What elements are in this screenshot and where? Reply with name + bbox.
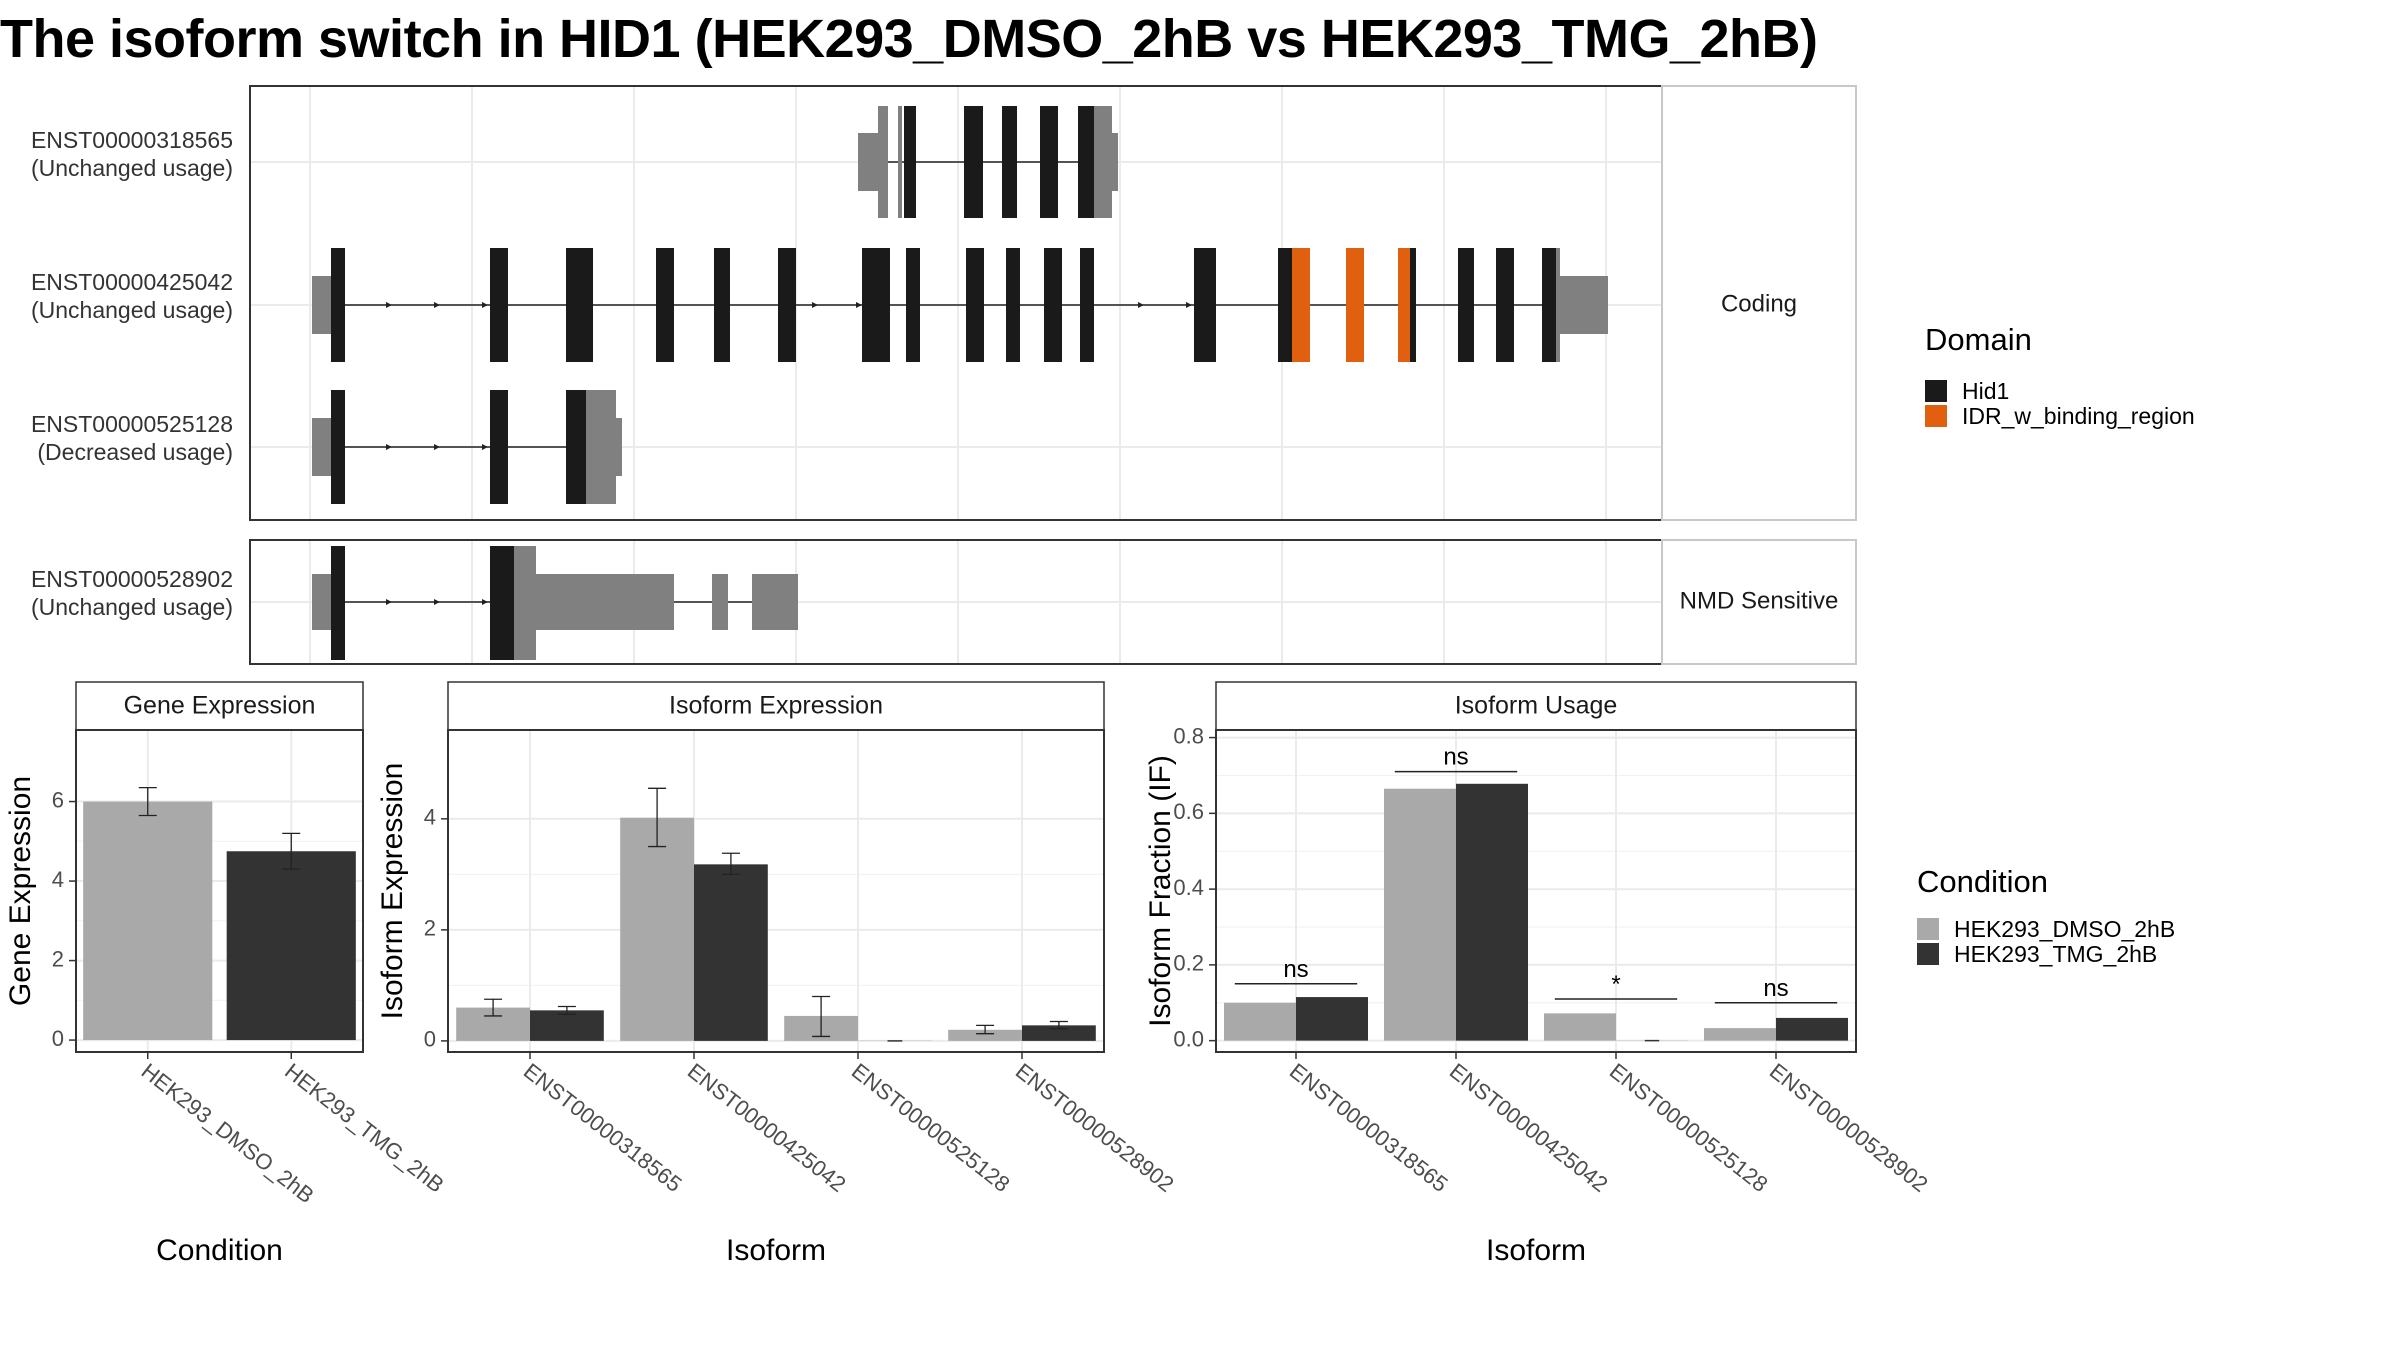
legend-swatch-hid1 [1925, 380, 1947, 402]
bar-2-0-0 [1224, 1002, 1296, 1041]
isoform-label-2: ENST00000425042 [31, 269, 233, 295]
xtick-label-1-1: ENST00000425042 [683, 1058, 851, 1197]
panel-title-1: Isoform Expression [669, 692, 883, 720]
bar-2-0-2 [1544, 1013, 1616, 1041]
bar-1-1-0 [530, 1010, 604, 1041]
ytick-label-2-3: 0.6 [1173, 799, 1204, 824]
isoform-label-1: ENST00000318565 [31, 127, 233, 153]
bar-2-1-1 [1456, 783, 1528, 1041]
structure-panel: Coding NMD Sensitive ENST00000318565 (Un… [31, 85, 1857, 665]
xtick-label-2-2: ENST00000525128 [1605, 1058, 1773, 1197]
legend-swatch-idr [1925, 405, 1947, 427]
facet-label-coding: Coding [1721, 290, 1797, 317]
x-axis-title-2: Isoform [1486, 1234, 1586, 1267]
sig-label-2: * [1611, 971, 1620, 998]
isoform-usage-4: (Unchanged usage) [31, 594, 233, 620]
transcript-enst00000525128 [312, 390, 622, 504]
bar-1-0-1 [620, 817, 694, 1041]
bar-2-1-0 [1296, 997, 1368, 1041]
facet-label-nmd: NMD Sensitive [1680, 587, 1839, 614]
legend-label-idr: IDR_w_binding_region [1962, 403, 2195, 429]
panel-title-0: Gene Expression [124, 692, 316, 720]
domain-legend-title: Domain [1925, 322, 2032, 357]
ytick-label-0-0: 0 [52, 1026, 64, 1051]
sig-label-1: ns [1443, 744, 1468, 771]
ytick-label-1-2: 4 [424, 805, 436, 830]
ytick-label-2-4: 0.8 [1173, 723, 1204, 748]
xtick-label-1-0: ENST00000318565 [519, 1058, 687, 1197]
strip-0 [75, 681, 364, 731]
xtick-label-2-0: ENST00000318565 [1285, 1058, 1453, 1197]
isoform-usage-2: (Unchanged usage) [31, 297, 233, 323]
transcript-enst00000318565 [858, 106, 1118, 218]
domain-legend: Domain Hid1 IDR_w_binding_region [1925, 322, 2195, 429]
xtick-label-2-1: ENST00000425042 [1445, 1058, 1613, 1197]
xtick-label-1-2: ENST00000525128 [847, 1058, 1015, 1197]
sig-label-0: ns [1283, 956, 1308, 983]
page-title: The isoform switch in HID1 (HEK293_DMSO_… [0, 9, 1818, 69]
panel-border-2 [1215, 729, 1857, 1053]
strip-2 [1215, 681, 1857, 731]
bar-1-0-3 [948, 1029, 1022, 1041]
ytick-label-2-1: 0.2 [1173, 951, 1204, 976]
legend-swatch-tmg [1917, 943, 1939, 965]
isoform-label-4: ENST00000528902 [31, 566, 233, 592]
coding-panel-border [249, 85, 1663, 521]
legend-swatch-dmso [1917, 918, 1939, 940]
x-axis-title-1: Isoform [726, 1234, 826, 1267]
y-axis-title-0: Gene Expression [4, 776, 37, 1006]
transcript-enst00000425042 [312, 248, 1608, 362]
condition-legend-title: Condition [1917, 864, 2048, 899]
ytick-label-1-0: 0 [424, 1027, 436, 1052]
panel-title-2: Isoform Usage [1455, 692, 1618, 720]
bar-1-1-3 [1022, 1025, 1096, 1041]
y-axis-title-2: Isoform Fraction (IF) [1144, 755, 1177, 1027]
ytick-label-2-0: 0.0 [1173, 1026, 1204, 1051]
ytick-label-2-2: 0.4 [1173, 875, 1204, 900]
bar-1-1-1 [694, 864, 768, 1041]
ytick-label-1-1: 2 [424, 916, 436, 941]
condition-legend: Condition HEK293_DMSO_2hB HEK293_TMG_2hB [1917, 864, 2175, 967]
isoform-expression-panel: Isoform Expression024ENST00000318565ENST… [376, 681, 1179, 1267]
isoform-usage-panel: Isoform Usage ns ns * ns 0.0 0.2 0.4 0.6 0.8 ENST0… [1144, 681, 1933, 1267]
bar-2-1-3 [1776, 1017, 1848, 1041]
legend-label-dmso: HEK293_DMSO_2hB [1954, 916, 2175, 942]
isoform-usage-1: (Unchanged usage) [31, 155, 233, 181]
ytick-label-0-2: 4 [52, 867, 64, 892]
transcript-enst00000528902 [312, 546, 798, 660]
structure-grid [250, 86, 1662, 664]
y-axis-title-1: Isoform Expression [376, 763, 409, 1020]
xtick-label-1-3: ENST00000528902 [1011, 1058, 1179, 1197]
xtick-label-0-1: HEK293_TMG_2hB [280, 1058, 449, 1197]
panel-border-0 [75, 729, 364, 1053]
ytick-label-0-1: 2 [52, 946, 64, 971]
isoform-label-3: ENST00000525128 [31, 411, 233, 437]
isoform-usage-3: (Decreased usage) [37, 439, 233, 465]
bar-0-0-0 [83, 801, 213, 1041]
bar-2-0-3 [1704, 1028, 1776, 1041]
legend-label-tmg: HEK293_TMG_2hB [1954, 941, 2157, 967]
xtick-label-2-3: ENST00000528902 [1765, 1058, 1933, 1197]
sig-label-3: ns [1763, 975, 1788, 1002]
x-axis-title-0: Condition [156, 1234, 283, 1267]
legend-label-hid1: Hid1 [1962, 378, 2009, 404]
bar-0-0-1 [226, 851, 356, 1041]
ytick-label-0-3: 6 [52, 787, 64, 812]
bar-2-0-1 [1384, 788, 1456, 1041]
panel-border-1 [447, 729, 1105, 1053]
